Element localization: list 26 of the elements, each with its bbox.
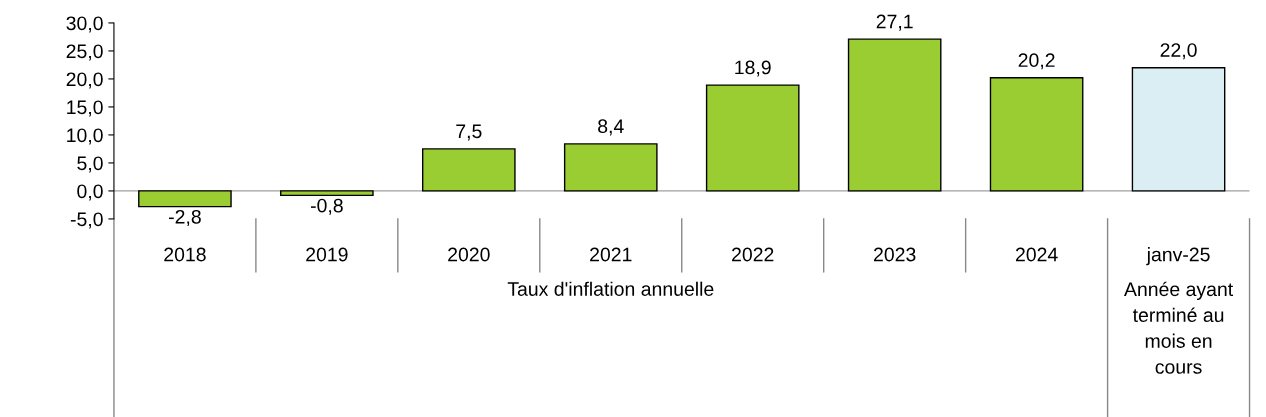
x-tick-label: 2021 [590,247,632,262]
text: Taux d'inflation annuelle [507,281,714,296]
x-tick-label: 2019 [306,247,348,262]
y-tick-label: -5,0 [70,212,103,229]
x-tick-label: 2024 [1015,247,1058,262]
y-tick-label: 0,0 [77,184,103,201]
data-label: -2,8 [169,209,201,226]
x-tick-label: 2020 [448,247,490,262]
x-tick-label: janv-25 [1146,247,1210,266]
data-label: 7,5 [456,124,482,141]
data-label: 22,0 [1160,43,1197,60]
x-tick-label: 2022 [732,247,774,262]
y-tick-label: 10,0 [67,128,103,145]
x-tick-label: 2023 [874,247,916,262]
data-label: 18,9 [735,60,771,77]
data-label: 20,2 [1018,53,1055,70]
y-tick-label: 30,0 [66,16,103,33]
data-label: -0,8 [310,198,343,215]
data-label: 8,4 [598,119,624,136]
data-label: 27,1 [876,14,913,31]
y-tick-label: 20,0 [66,72,103,89]
x-tick-label: 2018 [164,247,206,262]
y-tick-label: 5,0 [77,156,103,173]
text: Année ayant terminé au mois en cours [1124,281,1234,374]
y-tick-label: 25,0 [66,44,103,61]
y-tick-label: 15,0 [67,100,103,117]
